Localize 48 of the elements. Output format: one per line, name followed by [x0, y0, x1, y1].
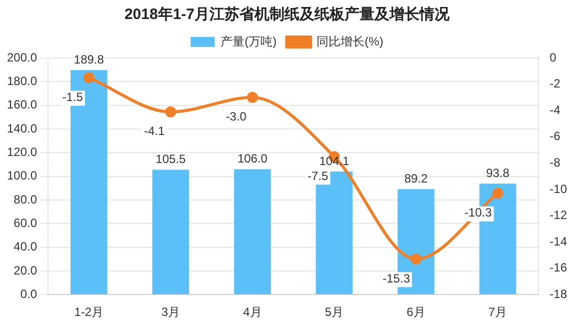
y2-tick-label: -10: [550, 182, 568, 196]
point: [492, 188, 504, 199]
legend-label: 同比增长(%): [316, 34, 384, 48]
bar: [234, 169, 271, 294]
y-tick-label: 80.0: [14, 192, 38, 206]
data-label: -3.0: [226, 110, 247, 124]
bar: [152, 170, 190, 294]
y2-tick-label: -12: [550, 208, 568, 222]
point: [246, 92, 258, 103]
y-tick-label: 180.0: [7, 74, 38, 88]
point: [83, 72, 94, 84]
data-label: 105.5: [156, 152, 186, 166]
y2-tick-label: -2: [550, 76, 561, 91]
x-tick-label: 4月: [243, 305, 262, 320]
y-tick-label: 40.0: [14, 240, 38, 254]
x-tick-label: 3月: [161, 305, 180, 320]
x-tick-label: 6月: [406, 305, 426, 320]
data-label: -4.1: [144, 124, 165, 138]
y2-tick-label: -16: [550, 260, 568, 275]
y-tick-label: 120.0: [7, 144, 38, 159]
x-tick-label: 1-2月: [74, 305, 104, 320]
y-tick-label: 160.0: [7, 98, 38, 112]
data-label: -10.3: [464, 206, 492, 220]
y-tick-label: 20.0: [14, 263, 38, 278]
point: [410, 254, 422, 265]
point: [165, 106, 176, 118]
y2-tick-label: -18: [550, 286, 568, 301]
data-label: 93.8: [486, 166, 510, 180]
y-tick-label: 100.0: [7, 168, 38, 183]
y2-tick-label: -6: [550, 129, 561, 144]
legend-label: 产量(万吨): [220, 34, 277, 48]
y-tick-label: 0.0: [20, 286, 38, 301]
y-tick-label: 200.0: [7, 50, 38, 64]
chart-title: 2018年1-7月江苏省机制纸及纸板产量及增长情况: [124, 6, 451, 24]
y2-tick-label: 0: [550, 50, 557, 64]
y2-tick-label: -4: [550, 102, 561, 117]
y-tick-label: 140.0: [7, 121, 38, 136]
data-label: -1.5: [62, 90, 84, 104]
y2-tick-label: -14: [550, 234, 568, 248]
data-label: 106.0: [237, 152, 268, 166]
x-tick-label: 5月: [324, 305, 344, 320]
data-label: -15.3: [382, 271, 410, 286]
x-tick-label: 7月: [488, 305, 508, 320]
y-tick-label: 60.0: [14, 216, 38, 230]
data-label: 189.8: [74, 52, 104, 66]
data-label: -7.5: [308, 168, 329, 183]
data-label: 89.2: [404, 171, 428, 186]
y2-tick-label: -8: [550, 155, 561, 170]
